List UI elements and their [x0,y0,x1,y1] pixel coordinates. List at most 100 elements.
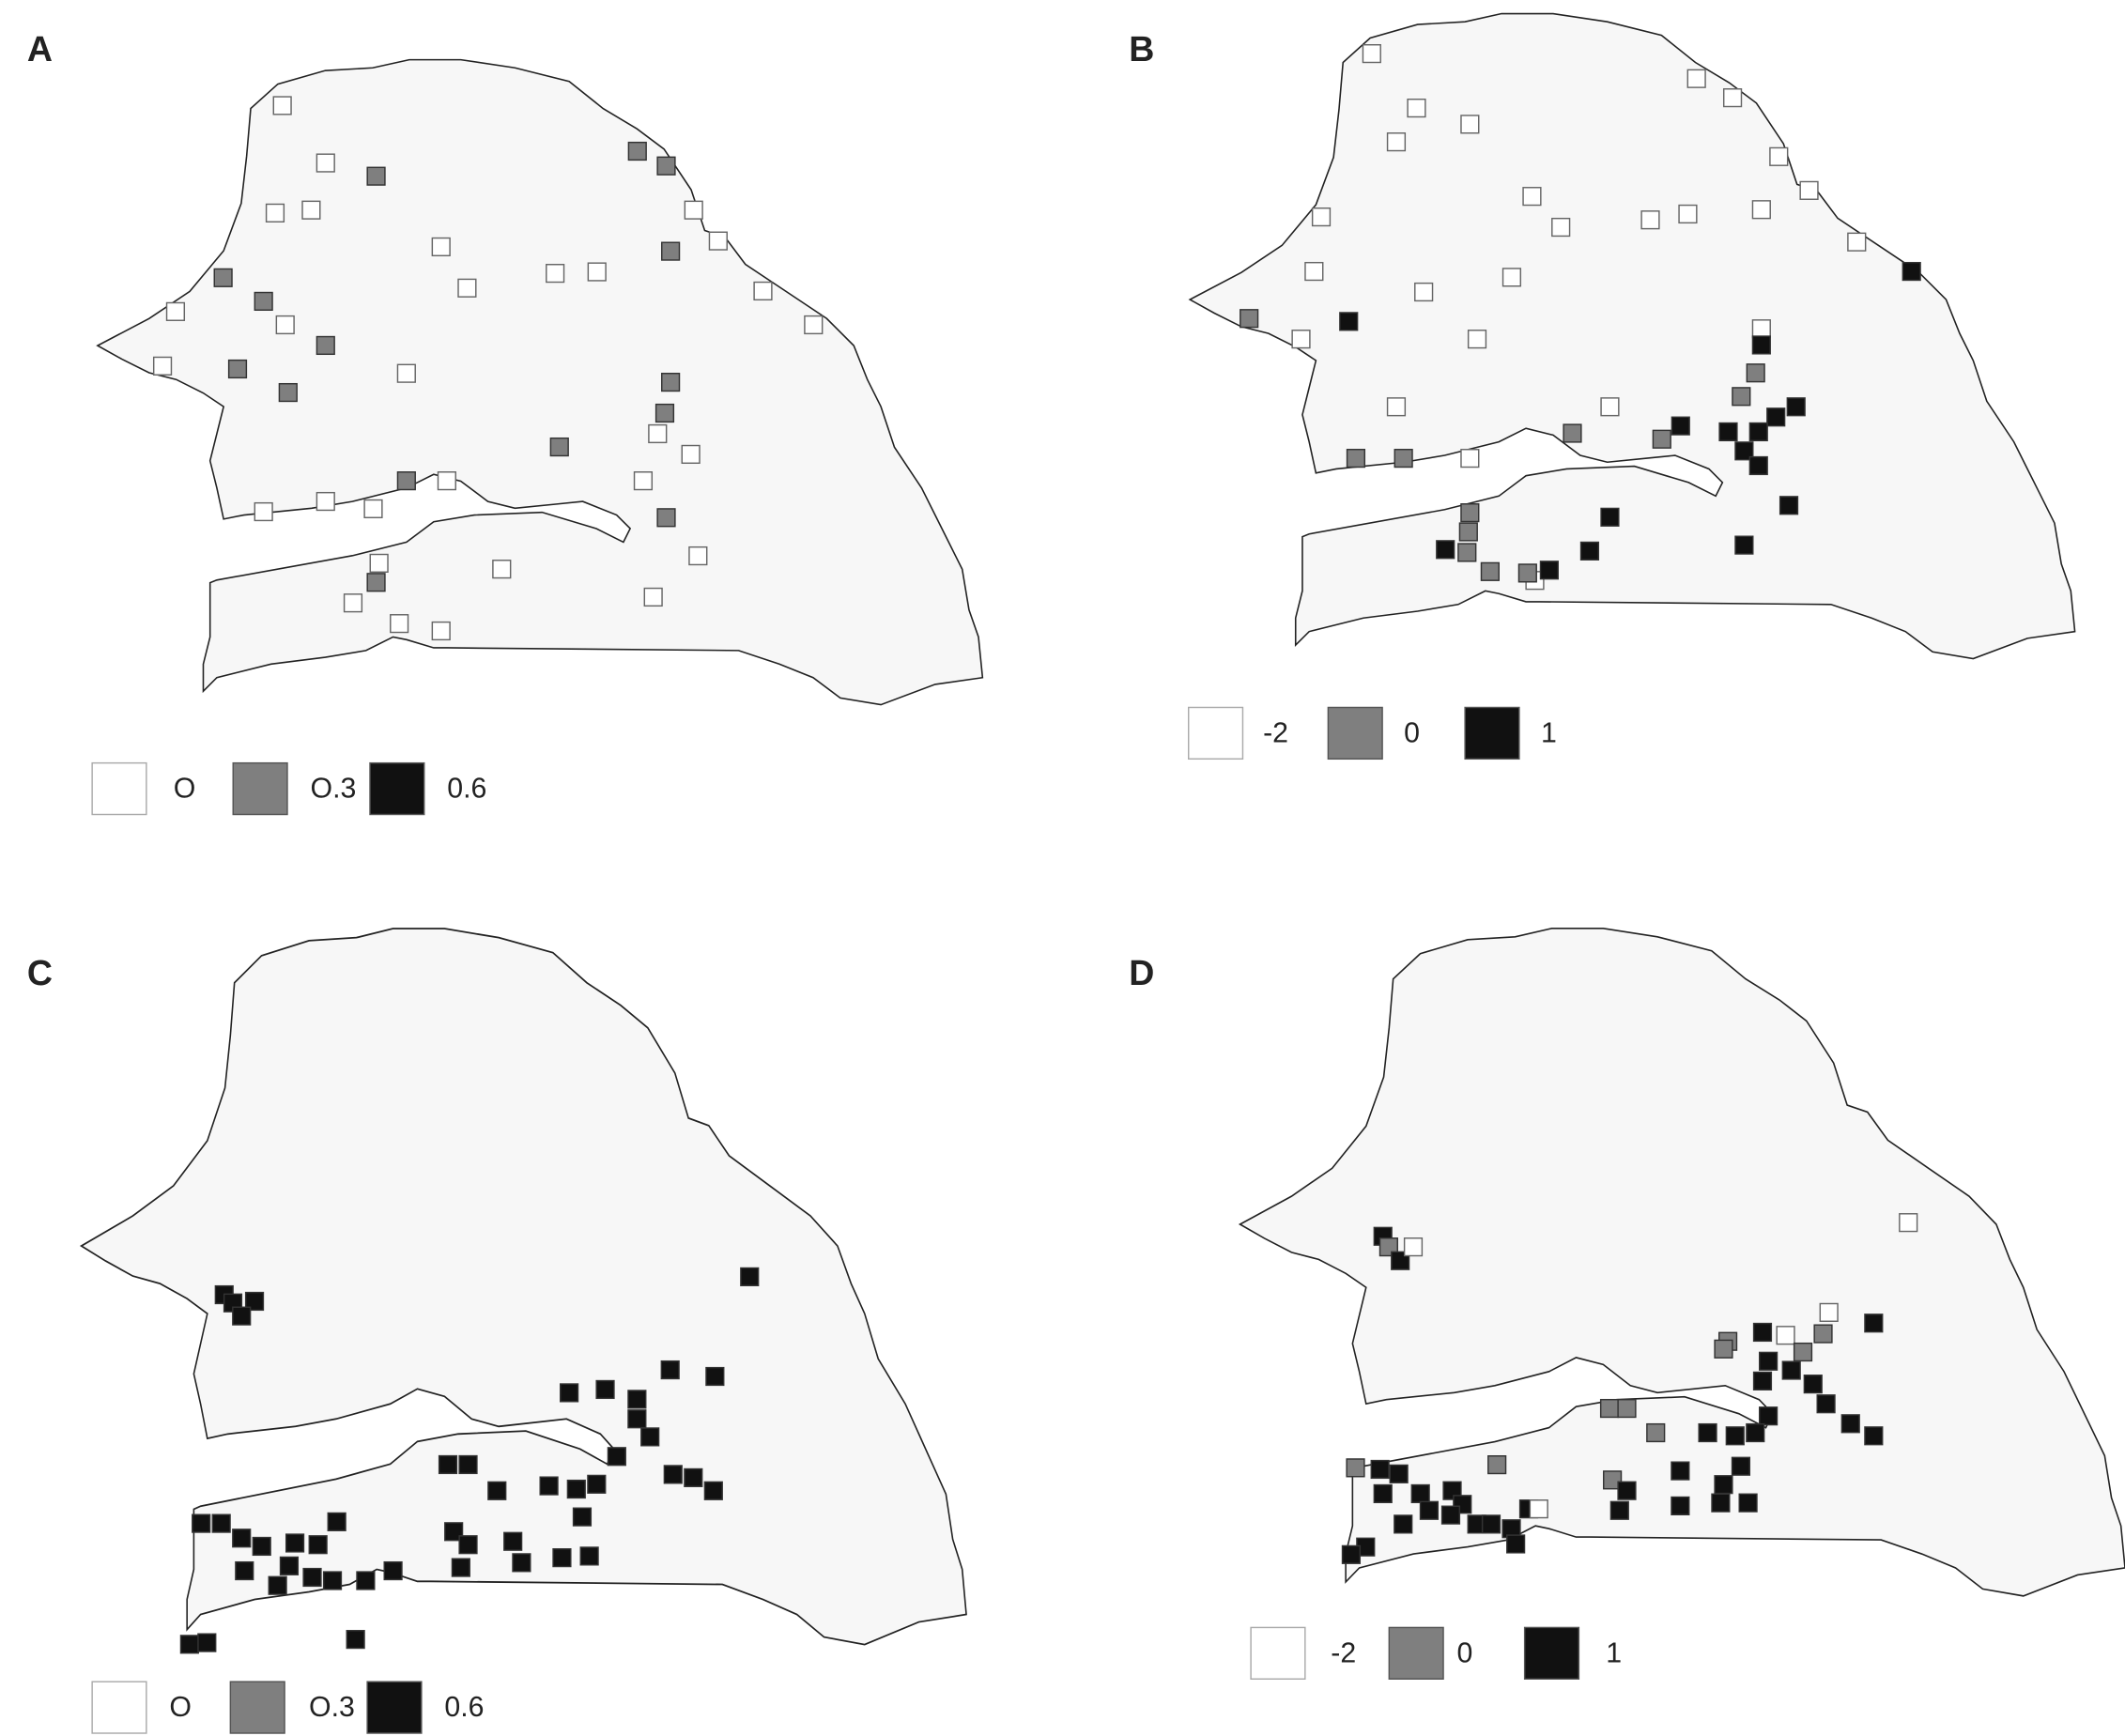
site-marker [1779,496,1799,515]
site-marker [431,621,451,641]
site-marker [654,403,675,423]
site-marker [1501,268,1522,287]
legend-swatch [91,1681,147,1734]
site-marker [431,237,451,257]
site-marker [1304,261,1324,282]
site-marker [627,1409,647,1429]
site-marker [1600,507,1620,527]
site-marker [316,153,335,173]
legend-label: -2 [1263,717,1288,748]
site-marker [1776,1326,1795,1345]
map-panel: B -2 0 1 [1129,12,2076,760]
legend-swatch [1187,706,1244,760]
site-marker [437,471,456,491]
site-marker [1403,1237,1424,1257]
site-marker [503,1531,523,1551]
site-marker [1816,1394,1836,1414]
site-marker [254,501,273,522]
map-panel: C O O.3 0.6 [27,928,967,1734]
site-marker [607,1447,626,1467]
site-marker [1480,561,1500,581]
site-marker [308,1535,328,1555]
site-marker [213,268,233,287]
site-marker [552,1548,572,1568]
site-marker [1458,522,1478,542]
site-marker [1522,187,1542,207]
site-marker [1902,261,1921,282]
site-marker [1346,1458,1365,1478]
site-marker [1759,1406,1779,1426]
site-marker [1819,1302,1839,1322]
site-marker [753,281,773,301]
legend-swatch [1523,1626,1580,1681]
site-marker [648,423,668,444]
site-marker [1240,309,1259,329]
site-marker [235,1560,254,1581]
site-marker [560,1383,579,1403]
site-marker [197,1633,217,1652]
site-marker [546,264,565,284]
site-marker [684,200,703,220]
site-marker [1373,1483,1393,1504]
site-marker [152,356,173,376]
site-marker [232,1529,252,1548]
site-marker [1599,1398,1620,1419]
site-marker [1487,1454,1507,1475]
site-marker [549,437,569,457]
site-marker [684,1467,703,1487]
site-marker [1440,1505,1461,1525]
site-marker [396,471,416,491]
legend-label: O [169,1692,192,1723]
site-marker [1847,232,1867,252]
site-marker [327,1512,346,1531]
site-marker [343,593,363,613]
site-marker [396,363,416,383]
site-marker [579,1546,599,1566]
site-marker [444,1522,464,1542]
legend-swatch [369,761,425,816]
panel-label: B [1129,29,1154,69]
site-marker [438,1454,458,1475]
panel-label: A [27,29,53,69]
country-outline [1239,928,2125,1597]
site-marker [627,141,647,161]
country-outline [1189,12,2076,660]
site-marker [1617,1398,1637,1419]
site-marker [279,1556,300,1575]
site-marker [1410,1483,1430,1504]
site-marker [179,1635,199,1654]
legend-label: 0.6 [447,774,486,805]
site-marker [275,315,295,335]
site-marker [663,1465,683,1484]
site-marker [487,1481,507,1500]
site-marker [165,301,186,321]
site-marker [1617,1481,1637,1500]
site-marker [366,166,386,186]
site-marker [566,1479,586,1499]
country-outline [97,58,984,706]
site-marker [232,1306,252,1326]
legend-label: 0 [1404,717,1420,748]
site-marker [1752,1322,1773,1343]
site-marker [227,359,248,379]
site-marker [322,1571,343,1590]
site-marker [1671,416,1690,436]
site-marker [1803,1375,1823,1394]
site-marker [1563,423,1582,443]
site-marker [708,231,728,251]
site-marker [1362,44,1381,64]
site-marker [1748,422,1768,442]
legend-swatch [1250,1626,1306,1681]
site-marker [1799,180,1819,200]
site-marker [1341,1544,1362,1564]
site-marker [1864,1426,1884,1446]
panel-label: D [1129,953,1154,992]
legend-label: -2 [1331,1637,1356,1668]
legend-swatch [1327,706,1383,760]
site-marker [740,1267,760,1286]
site-marker [1414,282,1434,302]
site-marker [1738,1493,1758,1513]
site-marker [661,373,681,392]
site-marker [1652,429,1671,449]
site-marker [1370,1459,1390,1480]
